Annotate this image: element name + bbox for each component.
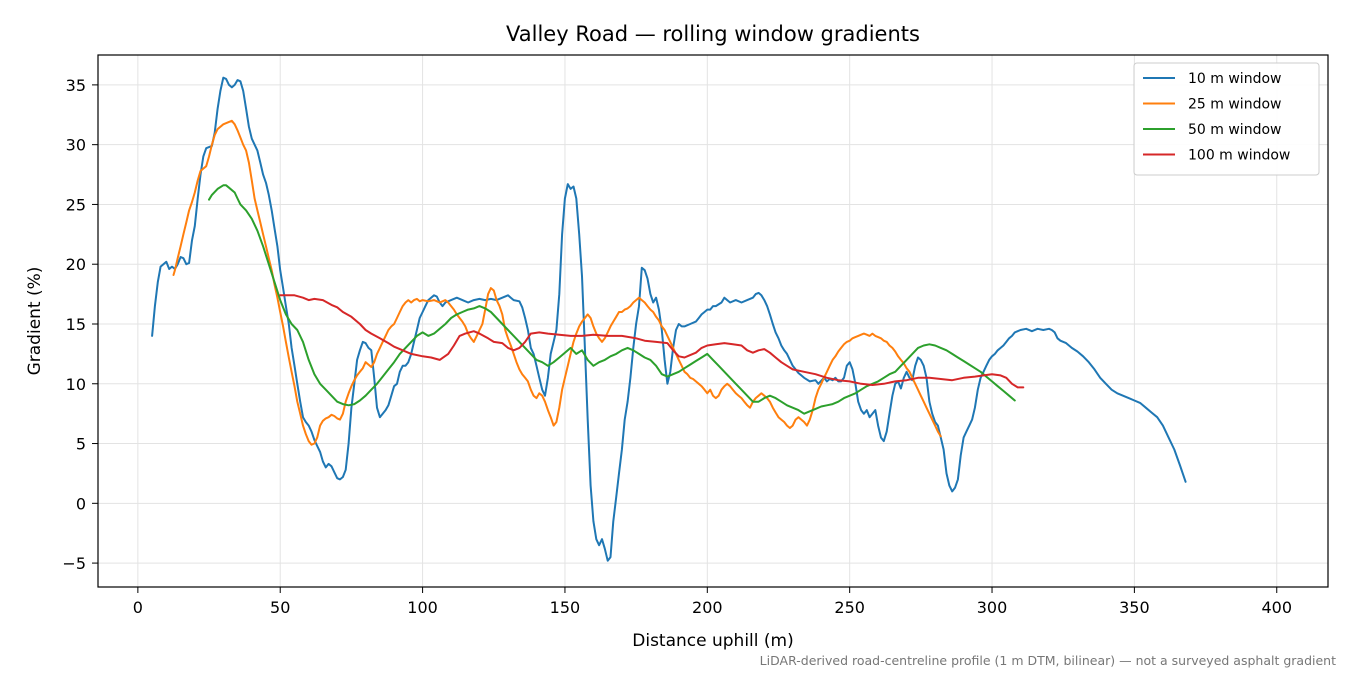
series-line-1 — [151, 76, 1187, 562]
x-tick-label: 50 — [270, 598, 290, 617]
x-axis-label: Distance uphill (m) — [632, 631, 793, 651]
y-tick-label: 25 — [66, 195, 86, 214]
legend: 10 m window 25 m window 50 m window 100 m w… — [1133, 62, 1320, 176]
x-tick-label: 0 — [133, 598, 143, 617]
x-tick-label: 150 — [550, 598, 581, 617]
x-tick-label: 300 — [977, 598, 1008, 617]
x-tick-label: 100 — [407, 598, 438, 617]
series-line-3 — [208, 184, 1016, 415]
x-tick-label: 400 — [1261, 598, 1292, 617]
plot-frame — [97, 54, 1329, 588]
legend-entry-label: 50 m window — [1188, 122, 1281, 138]
y-tick-label: 35 — [66, 76, 86, 95]
y-tick-label: 0 — [76, 494, 86, 513]
x-tick-label: 200 — [692, 598, 723, 617]
legend-entry-label: 10 m window — [1188, 71, 1281, 87]
series-line-2 — [172, 119, 942, 446]
x-tick-label: 250 — [834, 598, 865, 617]
y-tick-label: −5 — [62, 554, 86, 573]
series-line-4 — [279, 294, 1025, 389]
legend-box — [1133, 62, 1320, 176]
legend-entry-label: 25 m window — [1188, 97, 1281, 113]
y-tick-label: 10 — [66, 375, 86, 394]
x-tick-label: 350 — [1119, 598, 1150, 617]
legend-entry-label: 100 m window — [1188, 148, 1290, 164]
axis-ticks: 0 50 100 150 200 250 300 350 400 −5 0 5 10 15 20 25 30 35 — [62, 76, 1292, 617]
y-tick-label: 30 — [66, 136, 86, 155]
y-axis-label: Gradient (%) — [25, 267, 45, 376]
y-tick-label: 5 — [76, 435, 86, 454]
y-tick-label: 20 — [66, 255, 86, 274]
y-tick-label: 15 — [66, 315, 86, 334]
footnote: LiDAR-derived road-centreline profile (1… — [760, 653, 1336, 668]
series-lines — [151, 76, 1187, 562]
chart-title: Valley Road — rolling window gradients — [506, 22, 920, 46]
